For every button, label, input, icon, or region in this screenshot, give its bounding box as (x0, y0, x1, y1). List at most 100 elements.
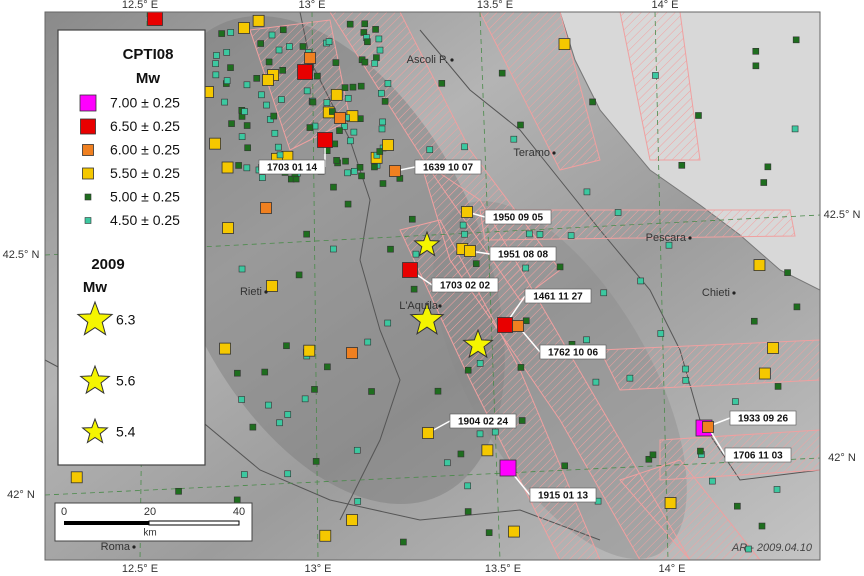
event-label: 1703 01 14 (267, 163, 317, 174)
city-label: Chieti (702, 287, 730, 299)
event-marker (507, 525, 520, 538)
graticule-line (654, 12, 669, 560)
event-marker (336, 127, 343, 134)
legend-symbol (82, 144, 94, 156)
event-marker (522, 264, 530, 272)
event-marker (472, 260, 480, 267)
event-marker (266, 280, 278, 292)
event-marker (793, 303, 801, 311)
event-marker (497, 317, 513, 333)
legend-label: 5.6 (116, 373, 136, 389)
event-marker (324, 363, 331, 371)
event-marker (773, 486, 781, 493)
event-marker (461, 230, 468, 238)
event-marker (614, 209, 622, 216)
event-marker (626, 374, 634, 382)
fault-zone (399, 219, 601, 560)
lat-label: 42° N (7, 489, 35, 501)
event-marker (377, 89, 385, 97)
event-marker (476, 360, 484, 367)
event-marker (652, 72, 659, 79)
event-marker (241, 471, 248, 478)
event-marker (332, 59, 340, 66)
event-marker (243, 81, 251, 89)
event-marker (235, 162, 242, 169)
event-label: 1762 10 06 (548, 348, 598, 359)
event-marker (734, 502, 741, 510)
event-marker (438, 80, 446, 87)
background-events (70, 12, 801, 553)
event-marker (279, 26, 287, 34)
star-2009 (462, 328, 494, 359)
event-marker (583, 188, 591, 196)
event-marker (510, 135, 518, 143)
event-marker (379, 118, 386, 126)
city-label: Teramo (513, 147, 550, 159)
event-marker (299, 43, 307, 50)
event-marker (283, 342, 290, 350)
event-marker (279, 67, 286, 74)
event-marker (526, 230, 533, 238)
event-marker (314, 72, 321, 80)
lon-label: 14° E (651, 0, 678, 11)
event-marker (312, 458, 320, 465)
event-marker (426, 146, 434, 154)
event-marker (330, 245, 337, 253)
event-marker (682, 376, 690, 384)
legend-year: 2009 (91, 256, 124, 273)
lon-label: 14° E (658, 563, 685, 575)
event-marker (402, 262, 418, 278)
legend-star (76, 300, 114, 336)
city-dot (450, 58, 454, 62)
event-marker (664, 497, 677, 509)
city-label: Rieti (240, 286, 262, 298)
lon-label: 12.5° E (122, 0, 158, 11)
event-label: 1639 10 07 (423, 163, 473, 174)
event-marker (213, 52, 220, 59)
event-marker (461, 206, 473, 218)
event-marker (218, 30, 225, 37)
city-label: Pescara (646, 232, 687, 244)
event-marker (284, 411, 292, 418)
event-marker (346, 20, 354, 28)
cities: Ascoli P. Teramo Pescara Chieti Rieti L'Aquil… (101, 54, 736, 553)
event-marker (750, 317, 758, 325)
event-marker (330, 183, 337, 191)
event-marker (262, 74, 274, 86)
event-marker (518, 417, 526, 424)
legend-label: 5.00 ± 0.25 (110, 189, 180, 205)
event-marker (347, 137, 354, 145)
event-label-box (524, 288, 592, 304)
legend-box (57, 29, 206, 466)
event-label-box (258, 159, 326, 175)
event-marker (227, 64, 234, 71)
event-marker (295, 271, 303, 279)
event-marker (752, 62, 760, 70)
event-marker (341, 84, 349, 91)
event-marker (238, 396, 245, 403)
scale-segment (64, 521, 149, 525)
event-marker (274, 143, 282, 151)
event-marker (329, 108, 336, 115)
event-marker (498, 69, 506, 77)
scale-unit: km (143, 528, 156, 539)
event-marker (356, 164, 364, 171)
event-marker (536, 231, 544, 238)
event-marker (350, 128, 358, 136)
event-marker (303, 230, 310, 238)
event-marker (645, 455, 653, 463)
event-marker (209, 137, 221, 150)
city-dot (732, 291, 736, 295)
event-marker (353, 446, 361, 454)
map-frame (44, 11, 821, 561)
event-marker (147, 12, 163, 26)
coastline (559, 12, 820, 291)
event-marker (384, 80, 392, 87)
event-marker (325, 38, 333, 45)
event-marker (334, 112, 346, 124)
event-marker (276, 151, 284, 159)
event-marker (412, 250, 420, 258)
event-marker (678, 162, 686, 169)
event-marker (350, 168, 358, 175)
